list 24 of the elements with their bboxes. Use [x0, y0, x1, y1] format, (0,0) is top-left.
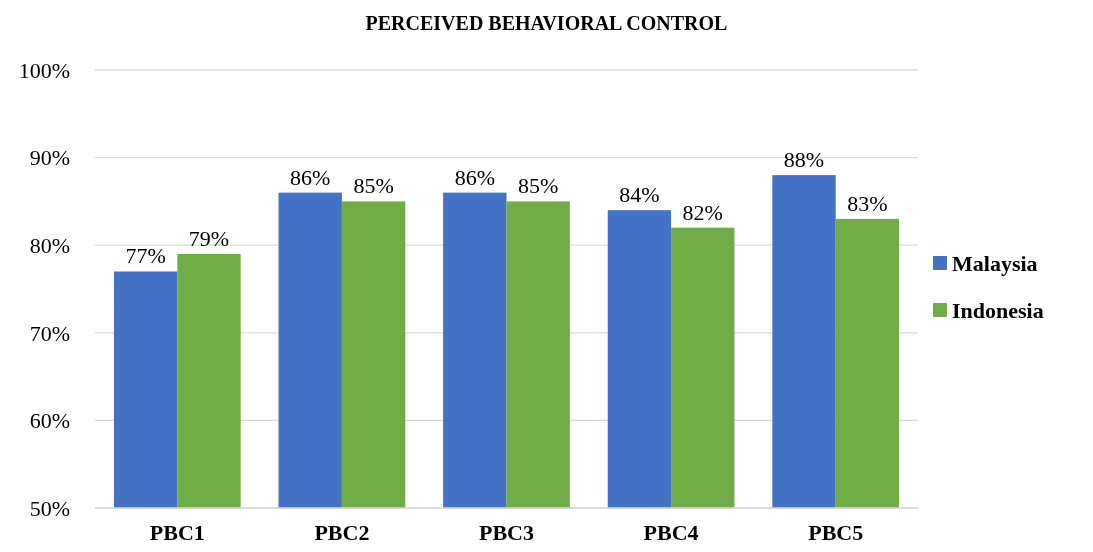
x-tick-label: PBC3 — [479, 520, 534, 545]
data-label: 82% — [682, 199, 723, 225]
chart-title: PERCEIVED BEHAVIORAL CONTROL — [365, 12, 728, 34]
data-label: 88% — [783, 147, 825, 173]
y-tick-label: 70% — [29, 320, 70, 346]
data-label: 86% — [290, 164, 331, 190]
x-tick-label: PBC4 — [643, 520, 699, 545]
legend-label: Malaysia — [952, 250, 1038, 276]
data-label: 79% — [188, 225, 230, 251]
data-label: 85% — [353, 173, 394, 199]
data-label: 77% — [125, 243, 166, 269]
x-tick-label: PBC5 — [808, 520, 864, 545]
y-tick-label: 80% — [29, 232, 70, 258]
x-tick-label: PBC1 — [149, 520, 205, 545]
y-tick-label: 90% — [29, 145, 70, 171]
legend-label: Indonesia — [952, 297, 1044, 323]
x-tick-label: PBC2 — [314, 520, 370, 545]
data-label: 85% — [518, 173, 559, 199]
data-label: 86% — [454, 164, 495, 190]
y-tick-label: 100% — [18, 57, 70, 83]
y-tick-label: 50% — [29, 495, 70, 521]
data-label: 84% — [619, 182, 660, 208]
data-label: 83% — [847, 190, 888, 216]
y-tick-label: 60% — [29, 408, 70, 434]
